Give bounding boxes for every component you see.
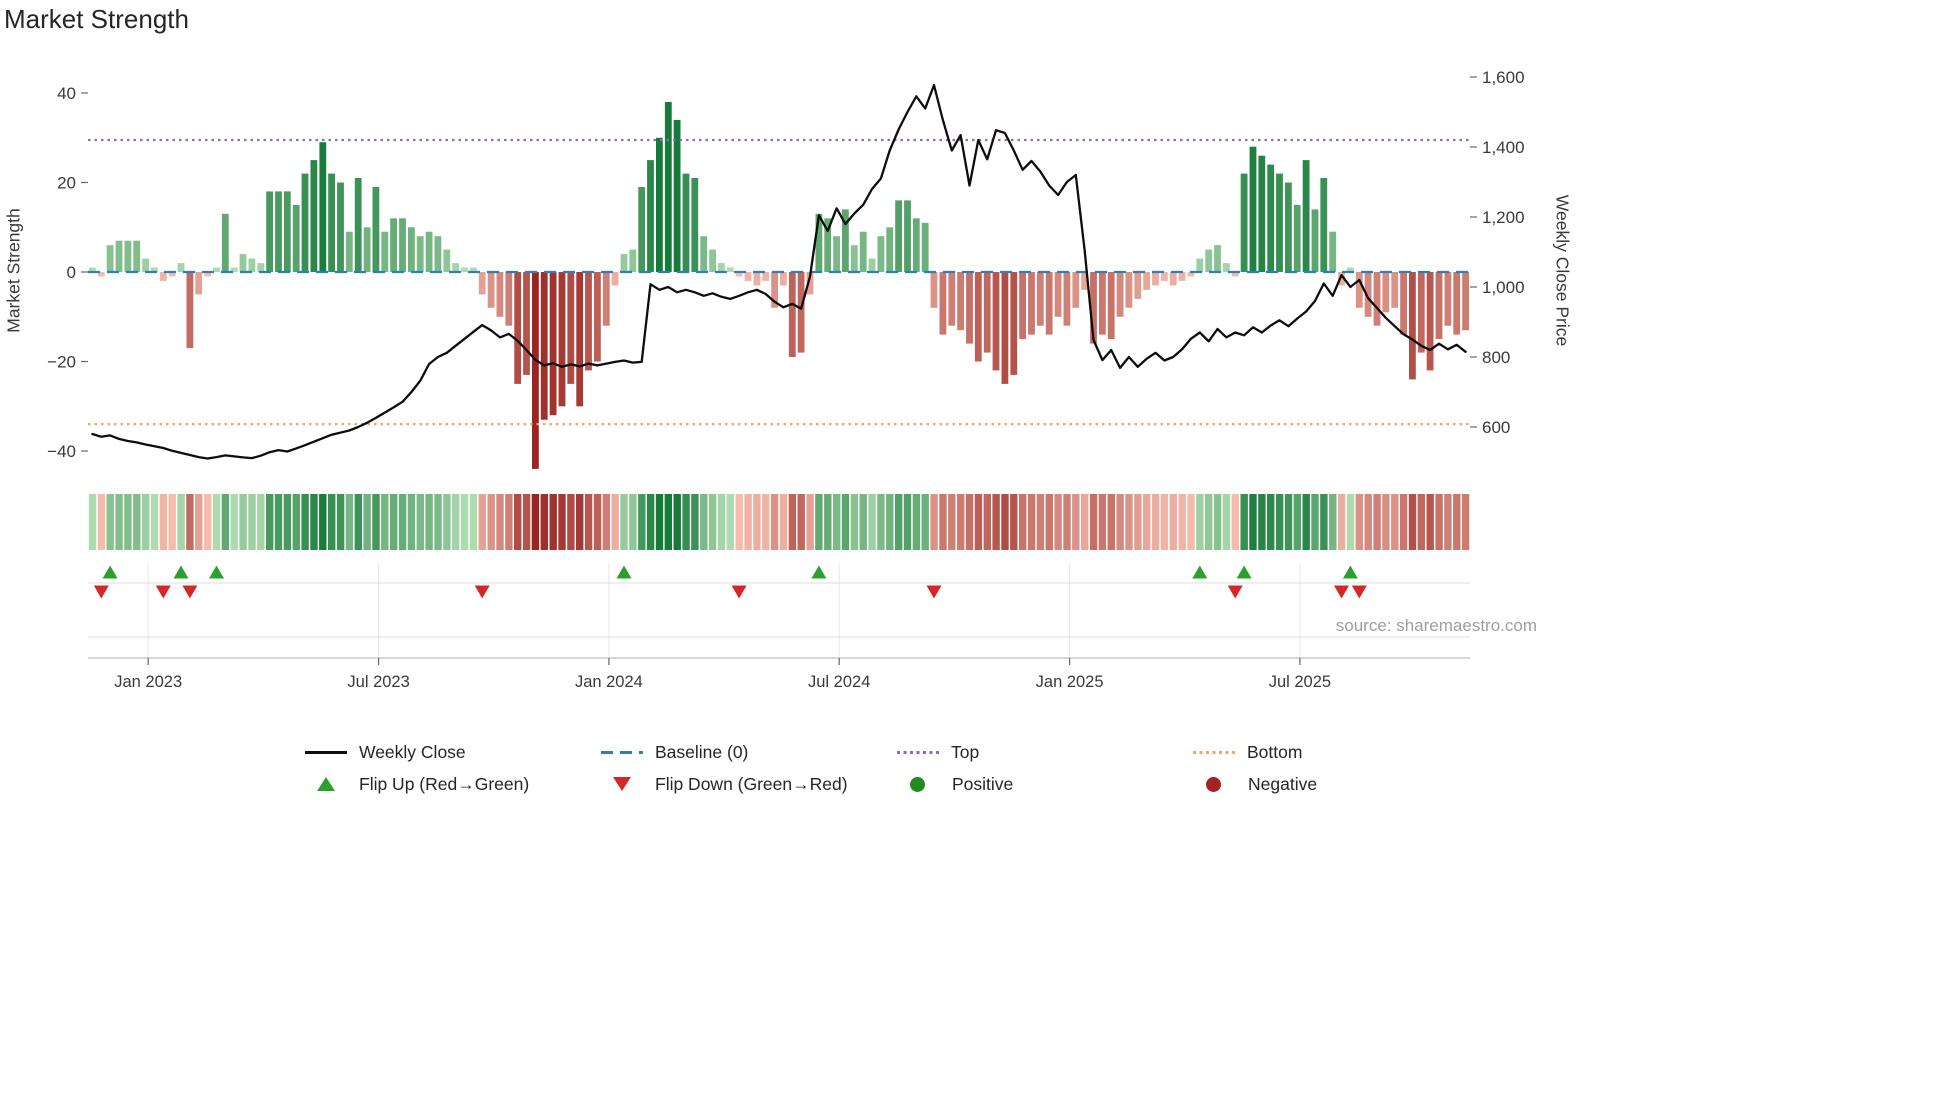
bottom-legend-label: Bottom [1247,741,1303,762]
negative-legend-label: Negative [1248,773,1318,794]
flip-up-legend-label: Flip Up (Red→Green) [359,773,530,794]
reference-lines [88,138,1470,426]
weekly-close-line [91,83,1467,460]
flip-down-marker-icon [613,777,631,791]
strength-heatmap [88,494,1470,550]
bottom-marker-icon [1193,750,1235,754]
axes: 40 20 0 −20 −40 1,600 1,400 1,200 1,000 800 600 Jan… [47,68,1524,691]
flip-up-triangle-icon [209,565,224,579]
flip-down-triangle-icon [155,585,171,599]
top-marker-icon [897,750,939,754]
legend-item-baseline: Baseline (0) [601,742,897,763]
legend-row-2: Flip Up (Red→Green) Flip Down (Green→Red)… [305,768,1489,800]
flip-up-triangle-icon [1236,565,1252,579]
legend-item-positive: Positive [897,774,1193,795]
flip-down-triangle-icon [731,585,747,599]
svg-text:20: 20 [57,174,76,193]
svg-text:40: 40 [57,84,76,103]
weekly-close-marker-icon [305,750,347,754]
flip-up-triangle-icon [616,565,632,579]
svg-text:600: 600 [1482,418,1510,437]
positive-legend-label: Positive [952,773,1014,794]
svg-text:Jul 2025: Jul 2025 [1269,673,1331,691]
flip-down-triangle-icon [926,585,942,599]
legend-item-flip-up: Flip Up (Red→Green) [305,774,601,795]
svg-text:Jan 2024: Jan 2024 [575,673,643,691]
svg-text:−40: −40 [47,442,76,461]
legend: Weekly Close Baseline (0) Top Bottom Flip Up… [305,736,1489,800]
legend-item-flip-down: Flip Down (Green→Red) [601,774,897,795]
flip-down-triangle-icon [93,585,109,599]
flip-up-triangle-icon [1192,565,1208,579]
positive-marker-icon [910,776,925,792]
svg-text:1,600: 1,600 [1482,68,1525,87]
svg-text:Jul 2023: Jul 2023 [347,673,409,691]
flip-up-triangle-icon [173,565,189,579]
negative-marker-icon [1206,776,1221,792]
flip-down-triangle-icon [1334,585,1349,599]
flip-marker-panel [88,564,1470,659]
flip-up-markers [102,565,1358,579]
svg-text:800: 800 [1482,348,1510,367]
legend-item-weekly-close: Weekly Close [305,742,601,763]
weekly-close-legend-label: Weekly Close [359,741,466,762]
strength-bars [89,102,1469,469]
flip-up-triangle-icon [811,565,827,579]
flip-down-markers [93,585,1367,599]
legend-item-bottom: Bottom [1193,742,1489,763]
baseline-marker-icon [601,750,643,754]
flip-up-triangle-icon [1342,565,1358,579]
top-legend-label: Top [951,741,980,762]
svg-text:Jul 2024: Jul 2024 [808,673,870,691]
svg-text:1,000: 1,000 [1482,278,1525,297]
page-title: Market Strength [4,4,189,34]
legend-item-negative: Negative [1193,774,1489,795]
svg-text:−20: −20 [47,353,76,372]
svg-text:0: 0 [67,263,76,282]
flip-up-marker-icon [317,777,335,791]
legend-item-top: Top [897,742,1193,763]
flip-down-triangle-icon [182,585,198,599]
baseline-legend-label: Baseline (0) [655,741,749,762]
svg-text:1,400: 1,400 [1482,138,1525,157]
flip-down-legend-label: Flip Down (Green→Red) [655,773,848,794]
flip-down-triangle-icon [1227,585,1243,599]
flip-up-triangle-icon [102,565,118,579]
flip-down-triangle-icon [474,585,490,599]
flip-down-triangle-icon [1351,585,1367,599]
svg-text:1,200: 1,200 [1482,208,1525,227]
svg-text:Jan 2023: Jan 2023 [114,673,182,691]
legend-row-1: Weekly Close Baseline (0) Top Bottom [305,736,1489,768]
svg-text:Jan 2025: Jan 2025 [1036,673,1104,691]
source-attribution: source: sharemaestro.com [1335,616,1537,635]
